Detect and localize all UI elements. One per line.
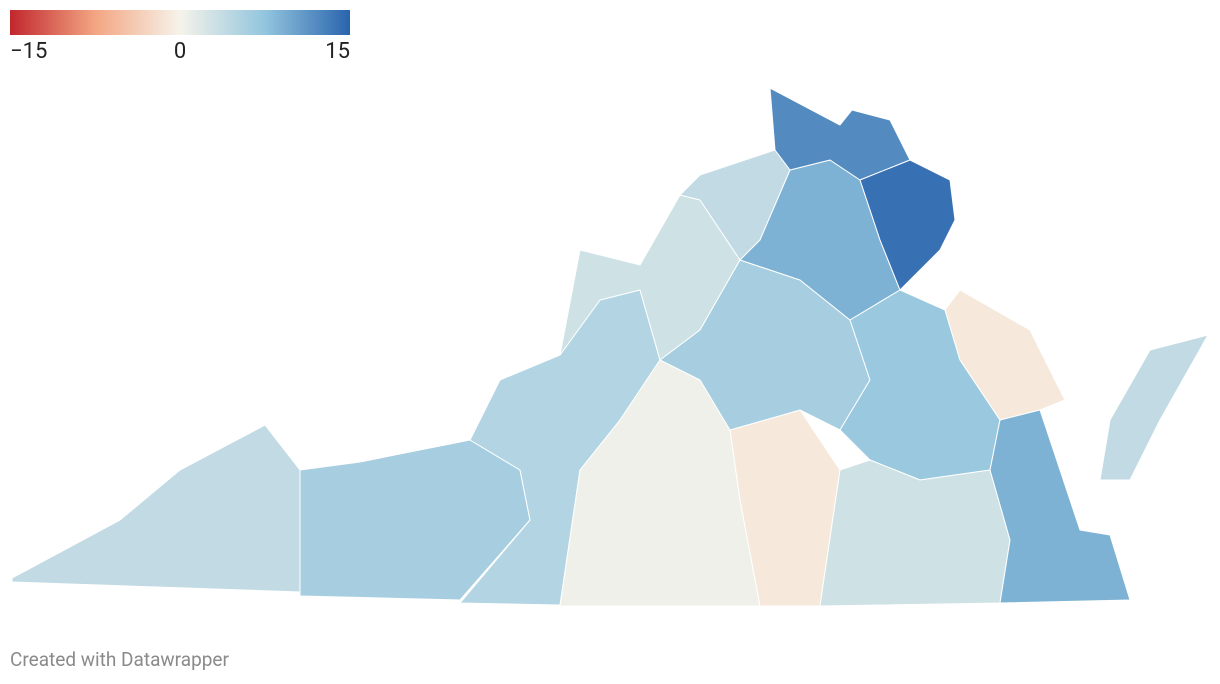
legend-tick-label: 0 — [174, 39, 186, 64]
legend-tick-label: −15 — [10, 39, 47, 64]
region — [819, 459, 1011, 607]
region — [769, 87, 911, 181]
legend-colorbar — [10, 10, 350, 35]
credit: Created with Datawrapper — [10, 648, 229, 671]
legend-tick-label: 15 — [325, 39, 350, 64]
map — [11, 87, 1209, 607]
region — [11, 424, 301, 593]
region — [944, 289, 1066, 421]
region — [1099, 334, 1209, 481]
region — [859, 159, 956, 291]
legend: −15 0 15 — [9, 10, 351, 64]
region — [989, 409, 1131, 604]
